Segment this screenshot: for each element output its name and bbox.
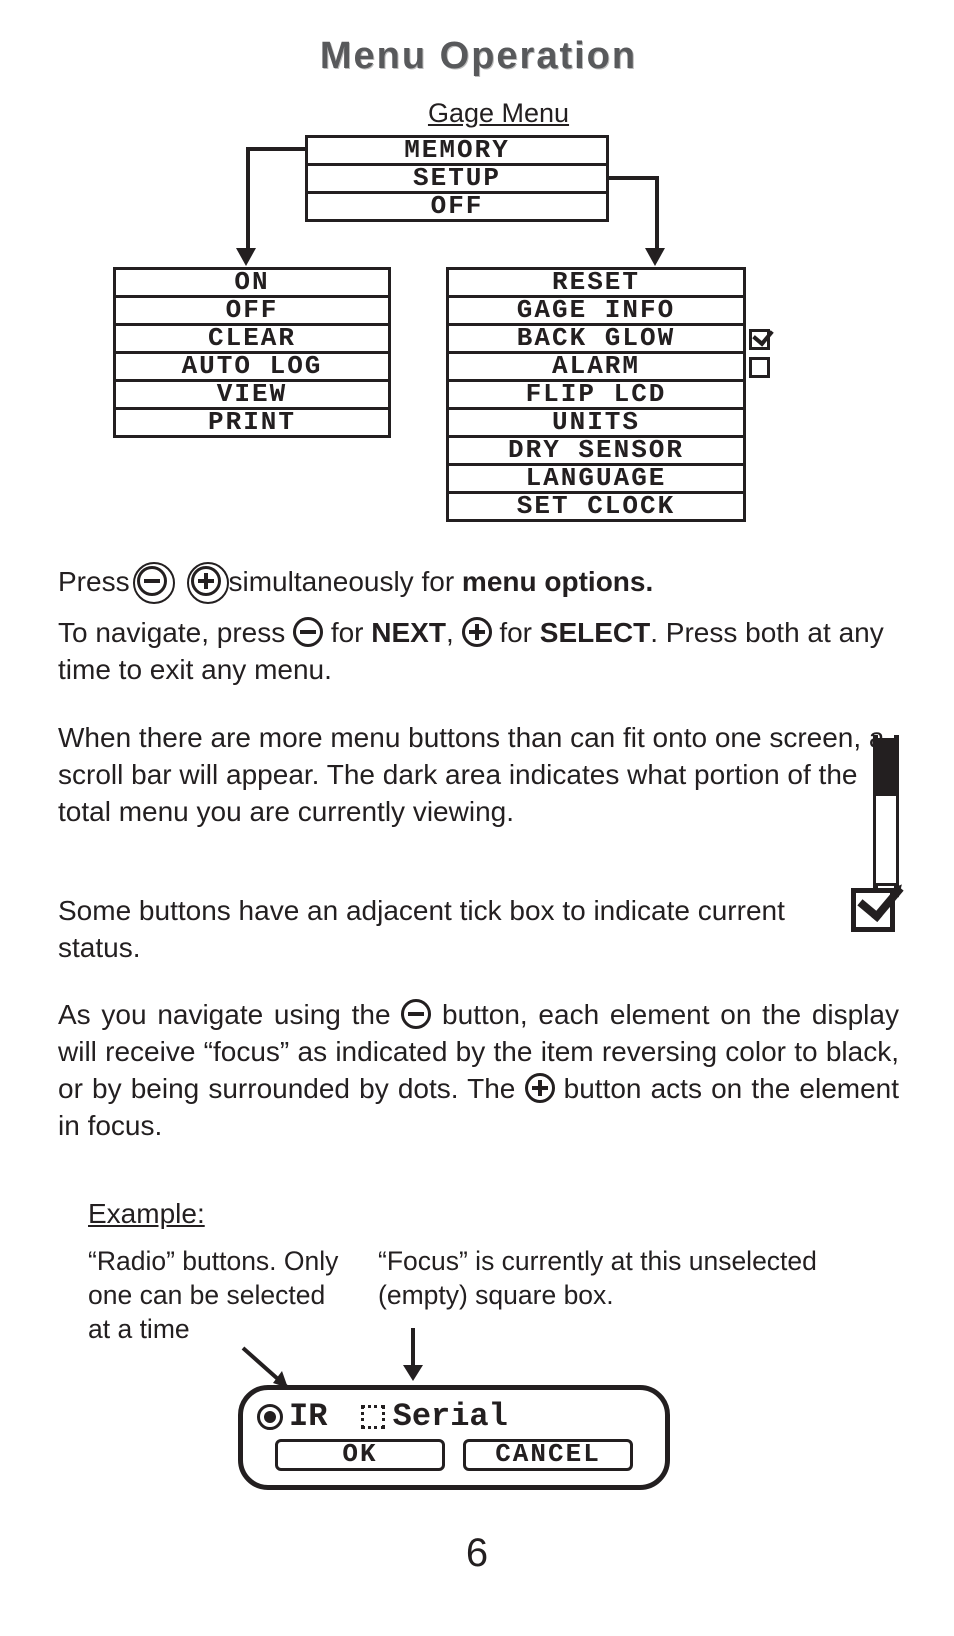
p1-b: simultaneously for — [228, 566, 461, 597]
example-left-caption: “Radio” buttons. Only one can be selecte… — [88, 1244, 348, 1346]
cancel-button[interactable]: CANCEL — [463, 1439, 633, 1471]
plus-icon — [462, 617, 492, 647]
minus-icon — [401, 999, 431, 1029]
paragraph-5: As you navigate using the button, each e… — [58, 996, 899, 1144]
menu-item[interactable]: SET CLOCK — [446, 491, 746, 522]
plus-icon — [525, 1073, 555, 1103]
menu-item[interactable]: RESET — [446, 267, 746, 298]
p2-next: NEXT — [371, 617, 446, 648]
p2-b: for — [331, 617, 371, 648]
menu-item[interactable]: MEMORY — [305, 135, 609, 166]
menu-item[interactable]: DRY SENSOR — [446, 435, 746, 466]
menu-item[interactable]: ON — [113, 267, 391, 298]
paragraph-4: Some buttons have an adjacent tick box t… — [58, 892, 899, 966]
tickbox-icon — [749, 329, 770, 350]
arrow-icon — [393, 1323, 433, 1393]
right-menu-stack: RESETGAGE INFOBACK GLOWALARMFLIP LCDUNIT… — [446, 267, 746, 522]
menu-item[interactable]: VIEW — [113, 379, 391, 410]
tickbox-illustration — [851, 888, 895, 932]
paragraph-3: When there are more menu buttons than ca… — [58, 719, 899, 830]
scrollbar-illustration — [873, 738, 899, 886]
radio-serial-label: Serial — [393, 1398, 508, 1435]
minus-icon — [137, 566, 167, 596]
p4-text: Some buttons have an adjacent tick box t… — [58, 895, 785, 963]
example-label: Example: — [88, 1198, 899, 1230]
radio-ir[interactable] — [257, 1404, 283, 1430]
p2-d: for — [499, 617, 539, 648]
menu-item[interactable]: GAGE INFO — [446, 295, 746, 326]
menu-item[interactable]: OFF — [305, 191, 609, 222]
gage-menu-label: Gage Menu — [98, 98, 899, 129]
minus-icon — [293, 617, 323, 647]
page-number: 6 — [0, 1531, 954, 1576]
p2-select: SELECT — [540, 617, 650, 648]
p2-a: To navigate, press — [58, 617, 293, 648]
menu-item[interactable]: CLEAR — [113, 323, 391, 354]
menu-item[interactable]: LANGUAGE — [446, 463, 746, 494]
menu-item[interactable]: PRINT — [113, 407, 391, 438]
paragraph-2: To navigate, press for NEXT, for SELECT.… — [58, 614, 899, 688]
body-text: Press simultaneously for menu options. T… — [58, 563, 899, 1144]
paragraph-1: Press simultaneously for menu options. — [58, 563, 899, 600]
p1-c: menu options. — [462, 566, 653, 597]
menu-item[interactable]: AUTO LOG — [113, 351, 391, 382]
example-right-caption: “Focus” is currently at this unselected … — [378, 1244, 878, 1312]
p1-a: Press — [58, 566, 137, 597]
radio-ir-label: IR — [289, 1398, 327, 1435]
top-menu-stack: MEMORYSETUPOFF — [305, 135, 609, 222]
menu-item[interactable]: SETUP — [305, 163, 609, 194]
p3-text: When there are more menu buttons than ca… — [58, 722, 885, 827]
menu-item[interactable]: ALARM — [446, 351, 746, 382]
menu-tree-diagram: MEMORYSETUPOFF ONOFFCLEARAUTO LOGVIEWPRI… — [58, 135, 899, 549]
p2-c: , — [446, 617, 462, 648]
page-title: Menu Operation — [58, 35, 899, 78]
example-section: Example: “Radio” buttons. Only one can b… — [58, 1198, 899, 1458]
menu-item[interactable]: UNITS — [446, 407, 746, 438]
menu-item[interactable]: OFF — [113, 295, 391, 326]
example-dialog: IR Serial OK CANCEL — [238, 1385, 670, 1490]
left-menu-stack: ONOFFCLEARAUTO LOGVIEWPRINT — [113, 267, 391, 438]
menu-item[interactable]: FLIP LCD — [446, 379, 746, 410]
p5-a: As you navigate using the — [58, 999, 401, 1030]
menu-item[interactable]: BACK GLOW — [446, 323, 746, 354]
ok-button[interactable]: OK — [275, 1439, 445, 1471]
tickbox-icon — [749, 357, 770, 378]
radio-serial-focusbox[interactable] — [361, 1405, 385, 1429]
plus-icon — [191, 566, 221, 596]
